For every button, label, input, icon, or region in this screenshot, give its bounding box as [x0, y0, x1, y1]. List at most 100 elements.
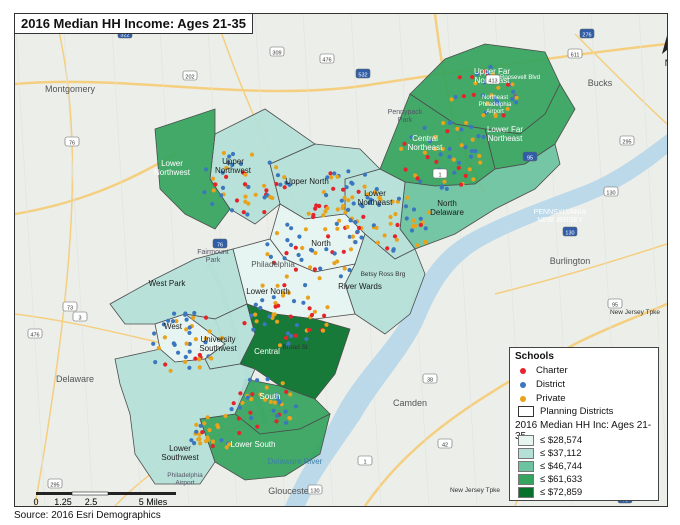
school-point[interactable] [482, 69, 487, 74]
school-point[interactable] [471, 177, 476, 182]
school-point[interactable] [272, 400, 277, 405]
school-point[interactable] [427, 139, 433, 144]
school-point[interactable] [230, 151, 236, 157]
school-point[interactable] [459, 127, 464, 132]
school-point[interactable] [350, 181, 355, 186]
school-point[interactable] [425, 155, 430, 160]
school-point[interactable] [243, 199, 248, 204]
school-point[interactable] [211, 188, 216, 193]
school-point[interactable] [497, 101, 502, 106]
school-point[interactable] [253, 192, 258, 197]
school-point[interactable] [227, 154, 232, 159]
school-point[interactable] [453, 94, 458, 100]
school-point[interactable] [476, 134, 481, 139]
school-point[interactable] [482, 80, 487, 85]
school-point[interactable] [308, 247, 314, 252]
school-point[interactable] [355, 229, 360, 234]
school-point[interactable] [418, 222, 423, 228]
school-point[interactable] [271, 260, 277, 265]
school-point[interactable] [260, 298, 265, 303]
school-point[interactable] [514, 95, 519, 100]
school-point[interactable] [413, 173, 418, 178]
school-point[interactable] [309, 312, 315, 318]
school-point[interactable] [367, 200, 372, 205]
school-point[interactable] [246, 184, 251, 190]
school-point[interactable] [251, 327, 256, 332]
school-point[interactable] [187, 365, 192, 370]
school-point[interactable] [219, 438, 224, 443]
school-point[interactable] [156, 346, 161, 351]
school-point[interactable] [456, 165, 461, 170]
school-point[interactable] [209, 356, 214, 361]
school-point[interactable] [230, 162, 235, 168]
school-point[interactable] [468, 154, 474, 159]
school-point[interactable] [335, 226, 340, 231]
school-point[interactable] [202, 421, 207, 426]
school-point[interactable] [221, 150, 226, 156]
school-point[interactable] [303, 283, 308, 288]
school-point[interactable] [241, 210, 246, 215]
school-point[interactable] [271, 295, 276, 300]
school-point[interactable] [346, 198, 351, 203]
school-point[interactable] [388, 214, 393, 220]
school-point[interactable] [237, 405, 242, 410]
school-point[interactable] [265, 377, 270, 382]
school-point[interactable] [473, 149, 478, 154]
school-point[interactable] [187, 330, 192, 335]
school-point[interactable] [459, 143, 464, 148]
school-point[interactable] [200, 430, 205, 435]
school-point[interactable] [240, 400, 245, 405]
school-point[interactable] [248, 410, 253, 415]
school-point[interactable] [265, 252, 270, 257]
school-point[interactable] [353, 240, 358, 245]
school-point[interactable] [318, 266, 323, 271]
school-point[interactable] [189, 438, 194, 443]
school-point[interactable] [481, 134, 486, 140]
school-point[interactable] [481, 113, 486, 118]
school-point[interactable] [422, 125, 427, 130]
school-point[interactable] [288, 392, 293, 397]
school-point[interactable] [268, 399, 273, 404]
school-point[interactable] [448, 120, 453, 125]
school-point[interactable] [382, 233, 387, 238]
school-point[interactable] [263, 397, 268, 402]
school-point[interactable] [210, 444, 215, 449]
school-point[interactable] [249, 415, 254, 421]
school-point[interactable] [471, 92, 476, 97]
school-point[interactable] [264, 188, 269, 193]
school-point[interactable] [442, 179, 447, 184]
school-point[interactable] [182, 359, 188, 364]
school-point[interactable] [347, 234, 352, 239]
school-point[interactable] [394, 237, 399, 242]
school-point[interactable] [313, 250, 318, 256]
school-point[interactable] [237, 430, 242, 436]
school-point[interactable] [312, 309, 317, 314]
school-point[interactable] [403, 167, 408, 172]
school-point[interactable] [184, 341, 189, 346]
school-point[interactable] [226, 160, 231, 165]
school-point[interactable] [255, 378, 260, 383]
school-point[interactable] [455, 126, 460, 131]
school-point[interactable] [284, 251, 289, 256]
school-point[interactable] [274, 165, 279, 170]
school-point[interactable] [492, 100, 498, 105]
school-point[interactable] [344, 185, 349, 190]
school-point[interactable] [281, 291, 286, 296]
school-point[interactable] [238, 391, 243, 396]
school-point[interactable] [198, 441, 203, 446]
school-point[interactable] [286, 342, 291, 347]
school-point[interactable] [277, 343, 283, 348]
school-point[interactable] [274, 419, 279, 424]
school-point[interactable] [488, 65, 493, 70]
school-point[interactable] [301, 300, 306, 305]
school-point[interactable] [249, 152, 255, 157]
school-point[interactable] [342, 195, 347, 200]
school-point[interactable] [183, 311, 188, 316]
school-point[interactable] [340, 206, 345, 211]
school-point[interactable] [289, 226, 294, 231]
school-point[interactable] [273, 304, 278, 309]
school-point[interactable] [231, 401, 236, 406]
school-point[interactable] [317, 203, 322, 209]
school-point[interactable] [275, 413, 280, 418]
school-point[interactable] [205, 415, 210, 420]
